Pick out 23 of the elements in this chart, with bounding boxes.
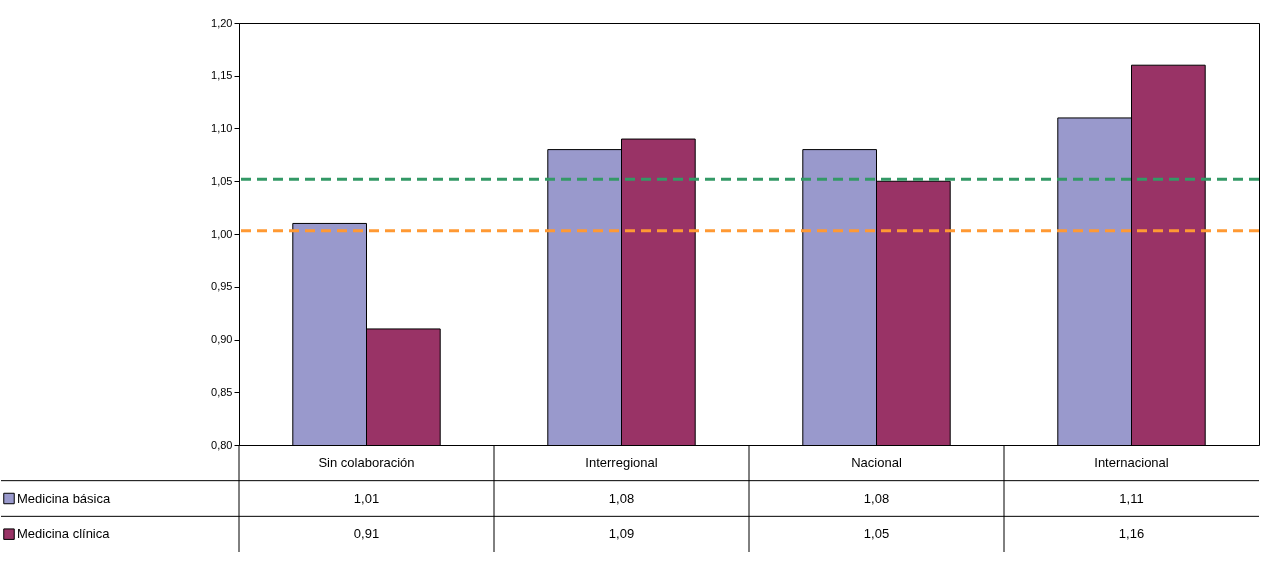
y-tick-label: 1,05: [211, 174, 233, 187]
y-tick-label: 0,90: [211, 333, 233, 345]
data-label: 1,09: [608, 526, 635, 542]
x-tick-label: Sin colaboración: [318, 454, 415, 470]
data-label: 1,11: [1119, 490, 1144, 506]
x-tick-label: Internacional: [1094, 454, 1169, 470]
data-label: 0,91: [353, 526, 380, 542]
y-tick-label: 1,10: [211, 122, 233, 134]
legend-label: Medicina clínica: [17, 526, 111, 542]
legend-label: Medicina básica: [17, 490, 111, 506]
data-label: 1,08: [608, 490, 635, 506]
data-label: 1,05: [863, 526, 890, 542]
y-tick-label: 1,15: [211, 69, 233, 82]
x-tick-label: Nacional: [851, 454, 902, 470]
data-label: 1,01: [353, 490, 380, 506]
y-tick-label: 1,00: [211, 227, 233, 240]
data-label: 1,16: [1118, 526, 1145, 542]
x-tick-label: Interregional: [585, 454, 658, 470]
y-tick-label: 0,95: [211, 280, 233, 293]
y-tick-label: 0,85: [211, 385, 233, 398]
data-label: 1,08: [863, 490, 890, 506]
y-tick-label: 1,20: [211, 16, 233, 29]
y-tick-label: 0,80: [211, 438, 233, 451]
